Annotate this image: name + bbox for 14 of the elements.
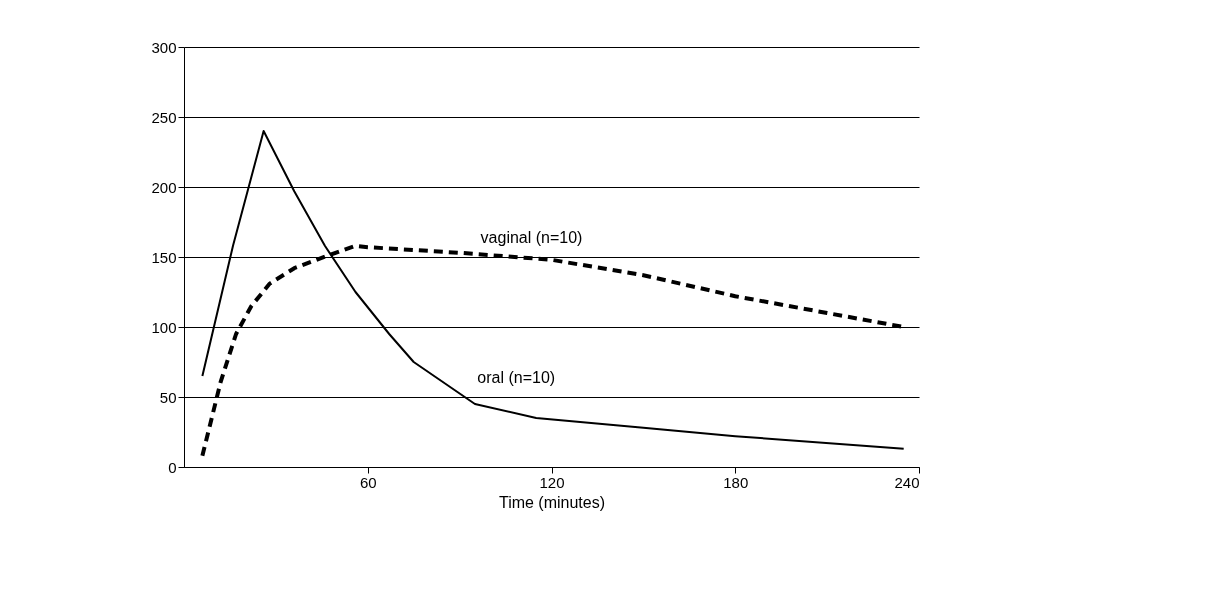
y-tick-label: 300 bbox=[151, 38, 177, 56]
series-label: oral (n=10) bbox=[477, 369, 556, 386]
y-tick-label: 150 bbox=[151, 248, 177, 266]
y-tick-label: 200 bbox=[151, 178, 177, 196]
x-tick-label: 60 bbox=[359, 473, 377, 491]
x-tick-label: 240 bbox=[894, 473, 920, 491]
y-tick-label: 50 bbox=[159, 388, 177, 406]
x-axis-title: Time (minutes) bbox=[498, 493, 606, 511]
x-tick-label: 180 bbox=[723, 473, 749, 491]
y-tick-label: 0 bbox=[168, 458, 177, 476]
series-label: vaginal (n=10) bbox=[480, 228, 583, 246]
y-tick-label: 250 bbox=[151, 108, 177, 126]
x-tick-label: 120 bbox=[539, 473, 565, 491]
y-tick-label: 100 bbox=[151, 318, 177, 336]
